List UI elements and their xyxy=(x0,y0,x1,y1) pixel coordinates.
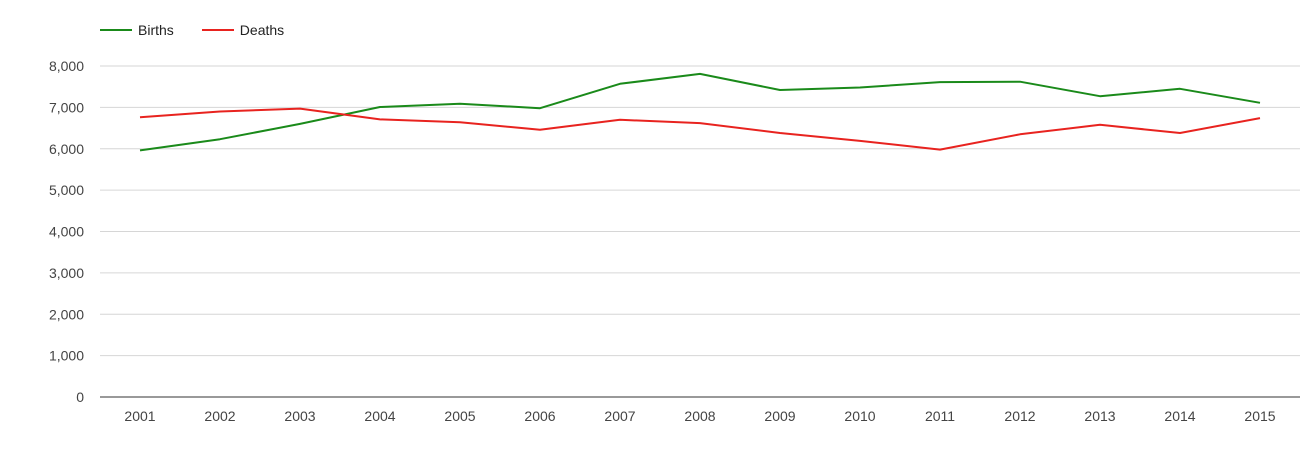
x-tick-label: 2005 xyxy=(444,408,475,424)
y-tick-label: 0 xyxy=(76,389,84,405)
x-tick-label: 2010 xyxy=(844,408,875,424)
legend-item-births: Births xyxy=(100,22,174,38)
legend-item-deaths: Deaths xyxy=(201,22,285,38)
series-line-births xyxy=(139,72,1261,152)
x-tick-label: 2012 xyxy=(1004,408,1035,424)
x-tick-label: 2011 xyxy=(925,408,955,424)
legend: Births Deaths xyxy=(100,22,312,38)
y-tick-label: 3,000 xyxy=(49,265,84,281)
y-tick-label: 1,000 xyxy=(49,348,84,364)
x-tick-label: 2007 xyxy=(604,408,635,424)
y-tick-label: 2,000 xyxy=(49,306,84,322)
y-tick-label: 8,000 xyxy=(49,58,84,74)
y-tick-label: 7,000 xyxy=(49,99,84,115)
x-tick-label: 2015 xyxy=(1244,408,1275,424)
series-line-deaths xyxy=(139,107,1261,151)
legend-label-deaths: Deaths xyxy=(239,22,285,38)
x-tick-label: 2006 xyxy=(524,408,555,424)
x-tick-label: 2002 xyxy=(204,408,235,424)
x-tick-label: 2003 xyxy=(284,408,315,424)
x-tick-label: 2014 xyxy=(1164,408,1195,424)
y-tick-label: 5,000 xyxy=(49,182,84,198)
legend-swatch-births xyxy=(100,29,132,31)
y-tick-label: 6,000 xyxy=(49,141,84,157)
x-tick-label: 2004 xyxy=(364,408,395,424)
y-tick-label: 4,000 xyxy=(49,224,84,240)
x-tick-label: 2001 xyxy=(124,408,155,424)
x-tick-label: 2013 xyxy=(1084,408,1115,424)
legend-swatch-deaths xyxy=(201,29,234,31)
x-tick-label: 2009 xyxy=(764,408,795,424)
x-tick-label: 2008 xyxy=(684,408,715,424)
legend-label-births: Births xyxy=(138,22,174,38)
